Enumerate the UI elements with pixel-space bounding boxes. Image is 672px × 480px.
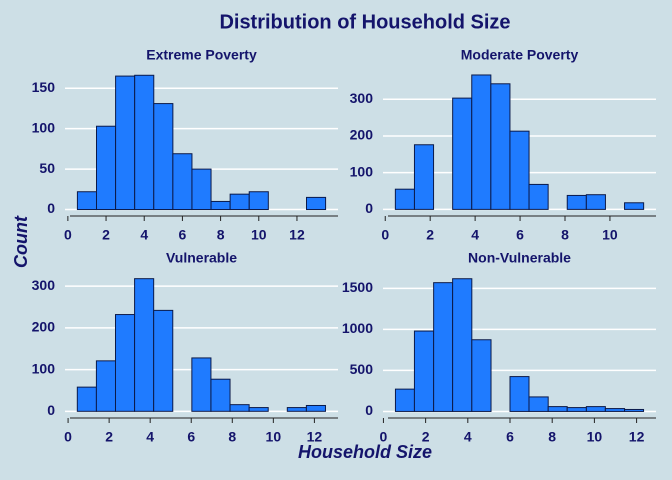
bar [566,407,587,412]
x-tick-label: 10 [587,429,603,445]
bar [229,404,250,412]
y-tick-label: 100 [32,119,56,135]
x-tick-label: 12 [289,227,305,243]
x-tick-label: 0 [381,227,389,243]
bar [134,278,155,412]
x-tick-label: 6 [506,429,514,445]
panel-title: Non-Vulnerable [468,250,571,266]
chart-title: Distribution of Household Size [219,11,510,33]
bar [624,202,645,210]
bar [624,408,645,412]
bar [471,74,492,210]
y-tick-label: 200 [32,319,56,335]
y-tick-label: 300 [32,277,56,293]
bar [306,196,327,211]
bar [547,406,568,412]
bar [210,378,231,412]
x-axis-label: Household Size [298,442,432,462]
bar [76,191,97,211]
bar [96,125,117,211]
y-tick-label: 100 [350,163,374,179]
bar [134,74,155,211]
y-tick-label: 1500 [342,279,373,295]
bar [229,193,250,211]
bar [248,407,269,412]
x-tick-label: 0 [64,429,72,445]
y-tick-label: 500 [350,361,374,377]
x-tick-label: 6 [187,429,195,445]
x-tick-label: 2 [422,429,430,445]
bar [413,330,435,412]
bar [95,360,116,412]
bar [528,183,549,210]
y-tick-label: 0 [47,200,55,216]
bar [172,153,193,211]
bar [509,130,530,210]
y-tick-label: 50 [39,160,55,176]
x-tick-label: 10 [251,227,267,243]
x-tick-label: 12 [307,429,323,445]
bar [305,404,326,412]
x-tick-label: 12 [629,429,645,445]
bar [585,194,606,210]
bar [115,75,136,211]
x-tick-label: 4 [471,227,479,243]
bar [191,168,212,211]
x-tick-label: 4 [140,227,148,243]
y-tick-label: 0 [365,402,373,418]
bar [566,194,587,210]
bar [433,282,454,412]
x-tick-label: 10 [266,429,282,445]
y-tick-label: 300 [350,90,374,106]
bar [452,97,473,210]
x-tick-label: 6 [179,227,187,243]
panel-title: Vulnerable [166,250,237,266]
bar [114,314,136,412]
x-tick-label: 2 [105,429,113,445]
y-tick-label: 200 [350,127,374,143]
bar [604,408,626,412]
bar [413,144,435,210]
x-tick-label: 8 [228,429,236,445]
panel-title: Extreme Poverty [146,47,257,63]
bar [153,103,174,211]
bar [210,200,231,211]
bar [191,357,212,412]
bar [153,309,174,412]
x-tick-label: 6 [516,227,524,243]
x-tick-label: 4 [464,429,472,445]
x-tick-label: 8 [548,429,556,445]
x-tick-label: 2 [426,227,434,243]
y-tick-label: 100 [32,360,56,376]
bar [509,376,530,412]
y-tick-label: 0 [365,200,373,216]
x-tick-label: 4 [146,429,154,445]
x-tick-label: 8 [217,227,225,243]
x-tick-label: 2 [102,227,110,243]
bar [76,386,97,412]
y-tick-label: 0 [47,402,55,418]
x-tick-label: 8 [561,227,569,243]
panel-title: Moderate Poverty [461,47,579,63]
bar [490,83,511,210]
y-tick-label: 150 [32,79,56,95]
x-tick-label: 0 [380,429,388,445]
bar [585,406,606,412]
bar [394,188,415,210]
bar [452,278,473,412]
y-axis-label: Count [11,215,31,268]
bar [471,339,492,412]
bar [286,407,307,412]
x-tick-label: 0 [64,227,72,243]
y-tick-label: 1000 [342,320,373,336]
bar [394,388,415,412]
x-tick-label: 10 [602,227,618,243]
bar [248,191,269,211]
bar [528,396,549,412]
